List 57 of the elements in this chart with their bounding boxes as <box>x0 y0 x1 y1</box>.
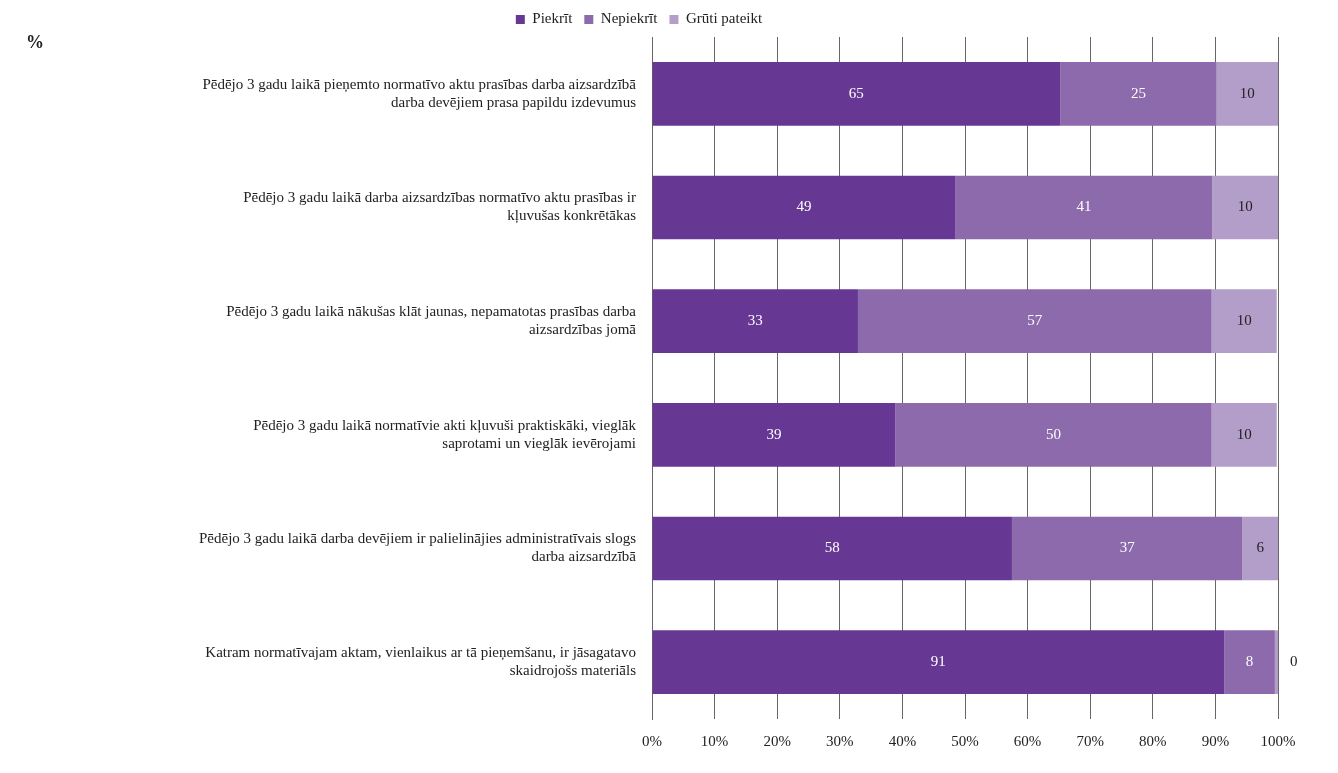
bar <box>1274 630 1278 694</box>
data-label: 0 <box>1290 653 1298 670</box>
bar <box>1060 62 1217 126</box>
x-tick-label: 0% <box>642 732 662 749</box>
x-tick-label: 90% <box>1201 732 1230 749</box>
y-tick-label: Pēdējo 3 gadu laikā darba aizsardzības normatīvo aktu prasības ir kļuvušas konkrētākas <box>243 189 637 225</box>
data-label: 8 <box>1245 653 1254 670</box>
data-label: 50 <box>1046 425 1062 442</box>
x-tick-label: 10% <box>700 732 729 749</box>
bar <box>1211 289 1277 353</box>
legend-label: Nepiekrīt <box>600 10 659 27</box>
y-tick-label: Pēdējo 3 gadu laikā darba devējiem ir palielinājies administratīvais slogs darba aizsardzībā <box>199 530 637 565</box>
data-label: 6 <box>1256 539 1265 556</box>
bar <box>652 62 1061 126</box>
y-tick-label: Pēdējo 3 gadu laikā nākušas klāt jaunas, nepamatotas prasības darba aizsardzības jomā <box>226 303 637 338</box>
x-tick-label: 60% <box>1013 732 1042 749</box>
bar <box>652 403 896 467</box>
legend-label: Piekrīt <box>532 10 574 27</box>
bar <box>1216 62 1278 126</box>
x-tick-label: 50% <box>951 732 979 749</box>
bar <box>1224 630 1275 694</box>
data-label: 58 <box>824 539 840 556</box>
bar <box>1212 175 1278 240</box>
data-label: 39 <box>766 425 782 442</box>
x-tick-label: 80% <box>1139 732 1167 749</box>
data-label: 10 <box>1236 425 1252 442</box>
data-label: 57 <box>1027 312 1043 329</box>
legend-label: Grūti pateikt <box>685 10 764 27</box>
bar <box>652 516 1012 581</box>
bar <box>652 630 1225 694</box>
x-tick-label: 70% <box>1076 732 1104 749</box>
bar <box>652 175 956 240</box>
data-label: 25 <box>1130 84 1146 101</box>
data-label: 10 <box>1236 312 1252 329</box>
x-tick-label: 30% <box>826 732 854 749</box>
data-label: 33 <box>747 312 763 329</box>
data-label: 41 <box>1076 198 1092 215</box>
text: % <box>26 32 44 53</box>
data-label: 10 <box>1239 84 1255 101</box>
data-label: 49 <box>796 198 812 215</box>
y-tick-label: Pēdējo 3 gadu laikā pieņemto normatīvo aktu prasības darba aizsardzībā darba devējiem prasa papildu izdevumus <box>202 75 637 110</box>
bar <box>895 403 1212 467</box>
x-tick-label: 20% <box>763 732 791 749</box>
bar <box>857 289 1212 353</box>
data-label: 37 <box>1119 539 1136 556</box>
y-tick-label: Pēdējo 3 gadu laikā normatīvie akti kļuvuši praktiskāki, vieglāk saprotami un vieglāk ievērojami <box>253 416 637 451</box>
x-tick-label: 40% <box>888 732 917 749</box>
bar <box>1211 403 1277 467</box>
y-tick-label: Katram normatīvajam aktam, vienlaikus ar tā pieņemšanu, ir jāsagatavo skaidrojošs materiāls <box>205 644 637 679</box>
data-label: 65 <box>848 84 864 101</box>
data-label: 10 <box>1237 198 1253 215</box>
x-tick-label: 100% <box>1260 732 1296 749</box>
data-label: 91 <box>930 653 946 670</box>
bar <box>1011 516 1243 581</box>
bar <box>652 289 858 353</box>
bar <box>955 175 1213 240</box>
bar <box>1242 516 1278 581</box>
